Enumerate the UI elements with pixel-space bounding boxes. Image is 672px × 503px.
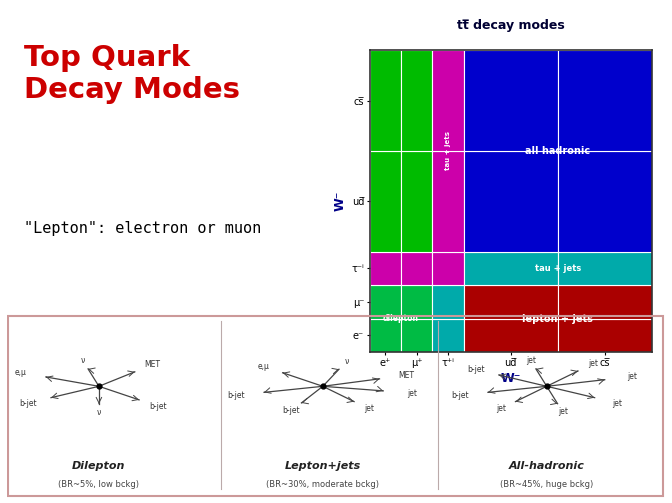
Text: b-jet: b-jet xyxy=(452,391,469,400)
Bar xyxy=(401,318,432,352)
Text: jet: jet xyxy=(496,404,505,413)
Bar xyxy=(370,252,401,285)
Bar xyxy=(370,285,401,318)
Text: (BR~45%, huge bckg): (BR~45%, huge bckg) xyxy=(500,480,593,489)
Text: jet: jet xyxy=(588,359,598,368)
Bar xyxy=(370,50,401,151)
Bar xyxy=(432,285,464,318)
Text: MET: MET xyxy=(144,361,160,370)
Bar xyxy=(401,50,432,151)
Text: (BR~5%, low bckg): (BR~5%, low bckg) xyxy=(58,480,139,489)
Text: "Lepton": electron or muon: "Lepton": electron or muon xyxy=(24,221,261,236)
Text: jet: jet xyxy=(364,404,374,413)
Text: ν: ν xyxy=(81,356,85,365)
X-axis label: W⁻: W⁻ xyxy=(501,372,521,385)
Text: MET: MET xyxy=(398,371,415,380)
Bar xyxy=(558,50,652,151)
Bar xyxy=(464,285,558,318)
Bar xyxy=(432,50,464,151)
Text: tt̅ decay modes: tt̅ decay modes xyxy=(457,19,564,32)
Text: jet: jet xyxy=(526,356,536,365)
Bar xyxy=(558,285,652,318)
Text: jet: jet xyxy=(627,372,637,381)
Text: jet: jet xyxy=(407,388,417,397)
Bar xyxy=(401,285,432,318)
Text: All-hadronic: All-hadronic xyxy=(509,461,585,471)
Text: b-jet: b-jet xyxy=(149,402,167,411)
Bar xyxy=(432,252,464,285)
Bar xyxy=(401,151,432,252)
Bar xyxy=(558,151,652,252)
Text: lepton + jets: lepton + jets xyxy=(522,313,593,323)
Bar xyxy=(464,151,558,252)
Bar xyxy=(432,151,464,252)
Text: dilepton: dilepton xyxy=(383,314,419,323)
Bar xyxy=(432,318,464,352)
Bar xyxy=(558,318,652,352)
Text: ν: ν xyxy=(345,357,349,366)
Text: b-jet: b-jet xyxy=(19,398,37,407)
Text: Lepton+jets: Lepton+jets xyxy=(285,461,361,471)
Bar xyxy=(464,318,558,352)
Y-axis label: W⁻: W⁻ xyxy=(334,191,347,211)
Bar xyxy=(464,50,558,151)
Bar xyxy=(558,252,652,285)
Bar xyxy=(370,318,401,352)
Bar xyxy=(370,151,401,252)
Text: b-jet: b-jet xyxy=(467,365,485,374)
Text: b-jet: b-jet xyxy=(282,406,300,415)
Text: Dilepton: Dilepton xyxy=(72,461,126,471)
Text: tau + jets: tau + jets xyxy=(535,264,581,273)
Bar xyxy=(401,252,432,285)
Text: (BR~30%, moderate bckg): (BR~30%, moderate bckg) xyxy=(266,480,379,489)
Text: e,μ: e,μ xyxy=(15,368,27,377)
Text: jet: jet xyxy=(612,398,622,407)
Text: jet: jet xyxy=(558,407,568,416)
Text: Top Quark
Decay Modes: Top Quark Decay Modes xyxy=(24,44,239,104)
Text: all hadronic: all hadronic xyxy=(525,146,590,156)
Text: b-jet: b-jet xyxy=(227,391,245,400)
Text: ν: ν xyxy=(97,408,101,417)
Text: tau + jets: tau + jets xyxy=(445,131,451,171)
Bar xyxy=(464,252,558,285)
Text: e,μ: e,μ xyxy=(257,362,269,371)
